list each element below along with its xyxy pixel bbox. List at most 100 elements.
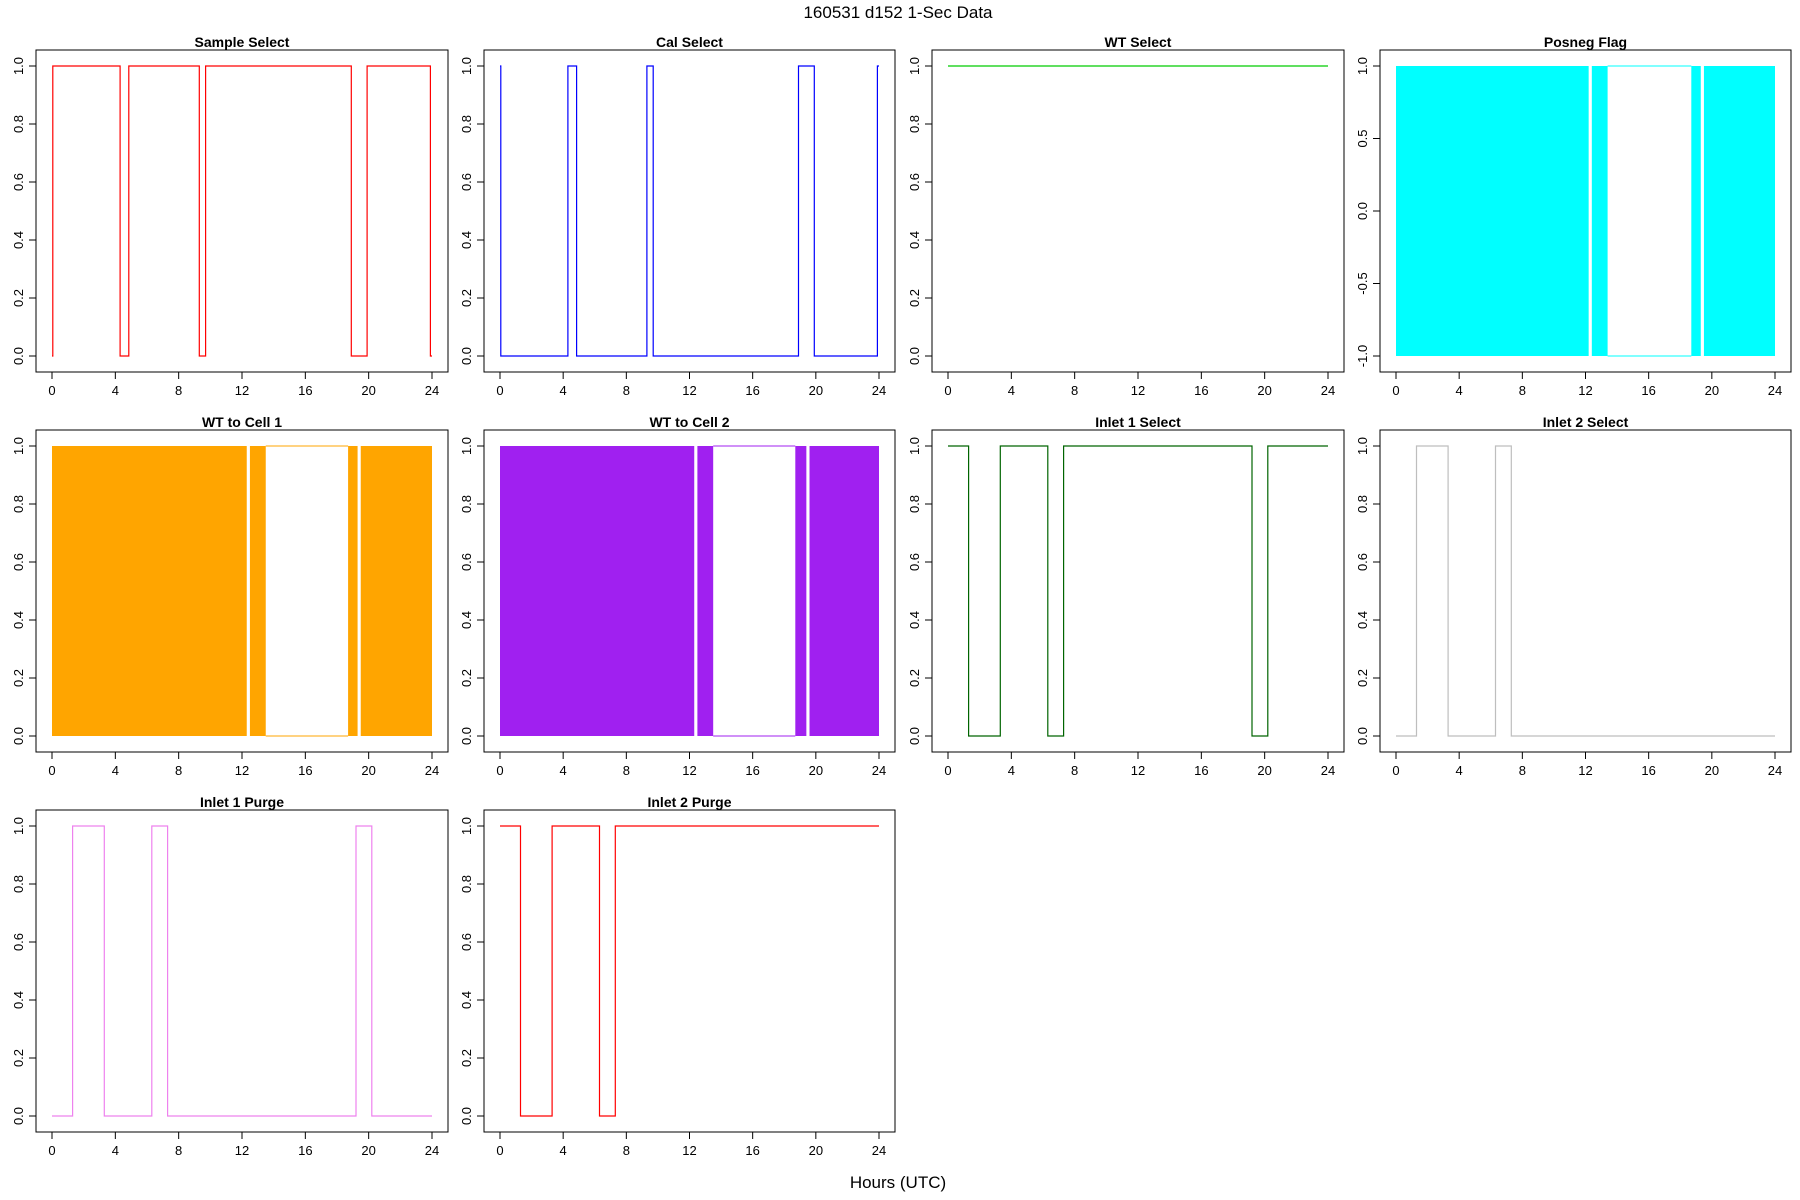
series-fill-block — [1691, 66, 1701, 356]
x-tick-label: 8 — [623, 383, 630, 398]
chart-panel-9: Inlet 1 Purge 0 4 8 12 16 20 24 0.0 0.2 0.4 0.6 0.8 1… — [11, 794, 449, 1158]
y-tick-label: 0.0 — [459, 727, 474, 745]
x-tick-label: 8 — [623, 763, 630, 778]
y-tick-label: 1.0 — [459, 57, 474, 75]
series-fill-block — [1591, 66, 1608, 356]
y-tick-label: 0.4 — [1355, 611, 1370, 629]
figure-title: 160531 d152 1-Sec Data — [803, 3, 993, 22]
y-tick-label: 0.6 — [459, 553, 474, 571]
x-tick-label: 4 — [1008, 763, 1015, 778]
y-tick-label: 0.0 — [1355, 727, 1370, 745]
x-tick-label: 4 — [1456, 763, 1463, 778]
series-fill-block — [1396, 66, 1589, 356]
y-tick-label: 0.4 — [459, 991, 474, 1009]
x-tick-label: 0 — [496, 763, 503, 778]
y-tick-label: 0.2 — [11, 669, 26, 687]
x-tick-label: 0 — [48, 763, 55, 778]
y-tick-label: 0.0 — [11, 727, 26, 745]
series-fill-block — [809, 446, 879, 736]
y-tick-label: 0.8 — [459, 115, 474, 133]
x-tick-label: 16 — [298, 1143, 312, 1158]
y-tick-label: 0.6 — [459, 933, 474, 951]
x-tick-label: 4 — [112, 1143, 119, 1158]
y-tick-label: 0.6 — [459, 173, 474, 191]
x-tick-label: 24 — [872, 383, 886, 398]
plot-frame — [1379, 429, 1792, 753]
y-tick-label: 0.6 — [11, 933, 26, 951]
x-tick-label: 16 — [298, 763, 312, 778]
x-tick-label: 0 — [48, 1143, 55, 1158]
x-tick-label: 16 — [745, 1143, 759, 1158]
x-tick-label: 8 — [1071, 383, 1078, 398]
x-tick-label: 24 — [872, 763, 886, 778]
y-tick-label: 1.0 — [11, 817, 26, 835]
x-tick-label: 20 — [1705, 763, 1719, 778]
x-tick-label: 4 — [560, 383, 567, 398]
y-tick-label: 0.8 — [459, 875, 474, 893]
y-tick-label: 0.6 — [907, 173, 922, 191]
y-tick-label: 0.6 — [11, 173, 26, 191]
chart-panel-2: Cal Select 0 4 8 12 16 20 24 0.0 0.2 0.4 0.6 0.8 1.0 — [459, 34, 896, 398]
panel-title: WT to Cell 2 — [649, 414, 729, 430]
x-tick-label: 20 — [361, 383, 375, 398]
panel-title: WT to Cell 1 — [202, 414, 282, 430]
series-fill-block — [795, 446, 807, 736]
x-tick-label: 24 — [1768, 763, 1782, 778]
y-tick-label: 0.4 — [11, 231, 26, 249]
y-tick-label: 0.2 — [459, 669, 474, 687]
x-tick-label: 16 — [1641, 383, 1655, 398]
x-tick-label: 16 — [1194, 763, 1208, 778]
y-tick-label: 0.8 — [907, 495, 922, 513]
plot-frame — [931, 49, 1345, 373]
panel-title: Cal Select — [656, 34, 723, 50]
y-tick-label: 0.2 — [11, 289, 26, 307]
x-tick-label: 12 — [235, 1143, 249, 1158]
series-fill-block — [249, 446, 266, 736]
series-fill-block — [360, 446, 432, 736]
chart-panel-8: Inlet 2 Select 0 4 8 12 16 20 24 0.0 0.2 0.4 0.6 0.8… — [1355, 414, 1792, 778]
y-tick-label: 0.5 — [1355, 129, 1370, 147]
panel-title: Inlet 2 Select — [1543, 414, 1629, 430]
series-line — [500, 65, 879, 357]
x-tick-label: 20 — [809, 763, 823, 778]
y-tick-label: 0.2 — [907, 289, 922, 307]
y-tick-label: 0.0 — [11, 347, 26, 365]
y-tick-label: -0.5 — [1355, 272, 1370, 294]
y-tick-label: 0.0 — [907, 727, 922, 745]
y-tick-label: 1.0 — [11, 437, 26, 455]
series-fill-block — [348, 446, 358, 736]
chart-panel-6: WT to Cell 2 0 4 8 12 16 20 24 0.0 0.2 0.4 0.6 0.8 1.… — [459, 414, 896, 778]
y-tick-label: 1.0 — [459, 437, 474, 455]
y-tick-label: 0.2 — [459, 1049, 474, 1067]
x-tick-label: 0 — [496, 1143, 503, 1158]
panel-title: Inlet 1 Purge — [200, 794, 284, 810]
y-tick-label: 0.4 — [907, 611, 922, 629]
y-tick-label: 0.2 — [459, 289, 474, 307]
y-tick-label: 0.8 — [459, 495, 474, 513]
panel-title: Posneg Flag — [1544, 34, 1627, 50]
x-tick-label: 24 — [1321, 763, 1335, 778]
x-tick-label: 12 — [235, 763, 249, 778]
figure-xlabel: Hours (UTC) — [850, 1173, 946, 1192]
series-fill-block — [52, 446, 247, 736]
x-tick-label: 0 — [1392, 763, 1399, 778]
chart-panel-4: Posneg Flag 0 4 8 12 16 20 24 -1.0 -0.5 0.0 0.5 1.0 — [1355, 34, 1792, 398]
x-tick-label: 4 — [112, 763, 119, 778]
x-tick-label: 0 — [1392, 383, 1399, 398]
chart-panel-5: WT to Cell 1 0 4 8 12 16 20 24 0.0 0.2 0.4 0.6 0.8 1.… — [11, 414, 449, 778]
x-tick-label: 16 — [298, 383, 312, 398]
y-tick-label: 1.0 — [907, 437, 922, 455]
x-tick-label: 20 — [809, 383, 823, 398]
plot-frame — [35, 49, 449, 373]
x-tick-label: 8 — [175, 1143, 182, 1158]
y-tick-label: 1.0 — [1355, 57, 1370, 75]
panel-title: Inlet 1 Select — [1095, 414, 1181, 430]
x-tick-label: 8 — [175, 383, 182, 398]
y-tick-label: 0.8 — [1355, 495, 1370, 513]
x-tick-label: 16 — [1641, 763, 1655, 778]
y-tick-label: 0.4 — [459, 231, 474, 249]
y-tick-label: 0.0 — [907, 347, 922, 365]
x-tick-label: 20 — [361, 763, 375, 778]
x-tick-label: 12 — [682, 763, 696, 778]
